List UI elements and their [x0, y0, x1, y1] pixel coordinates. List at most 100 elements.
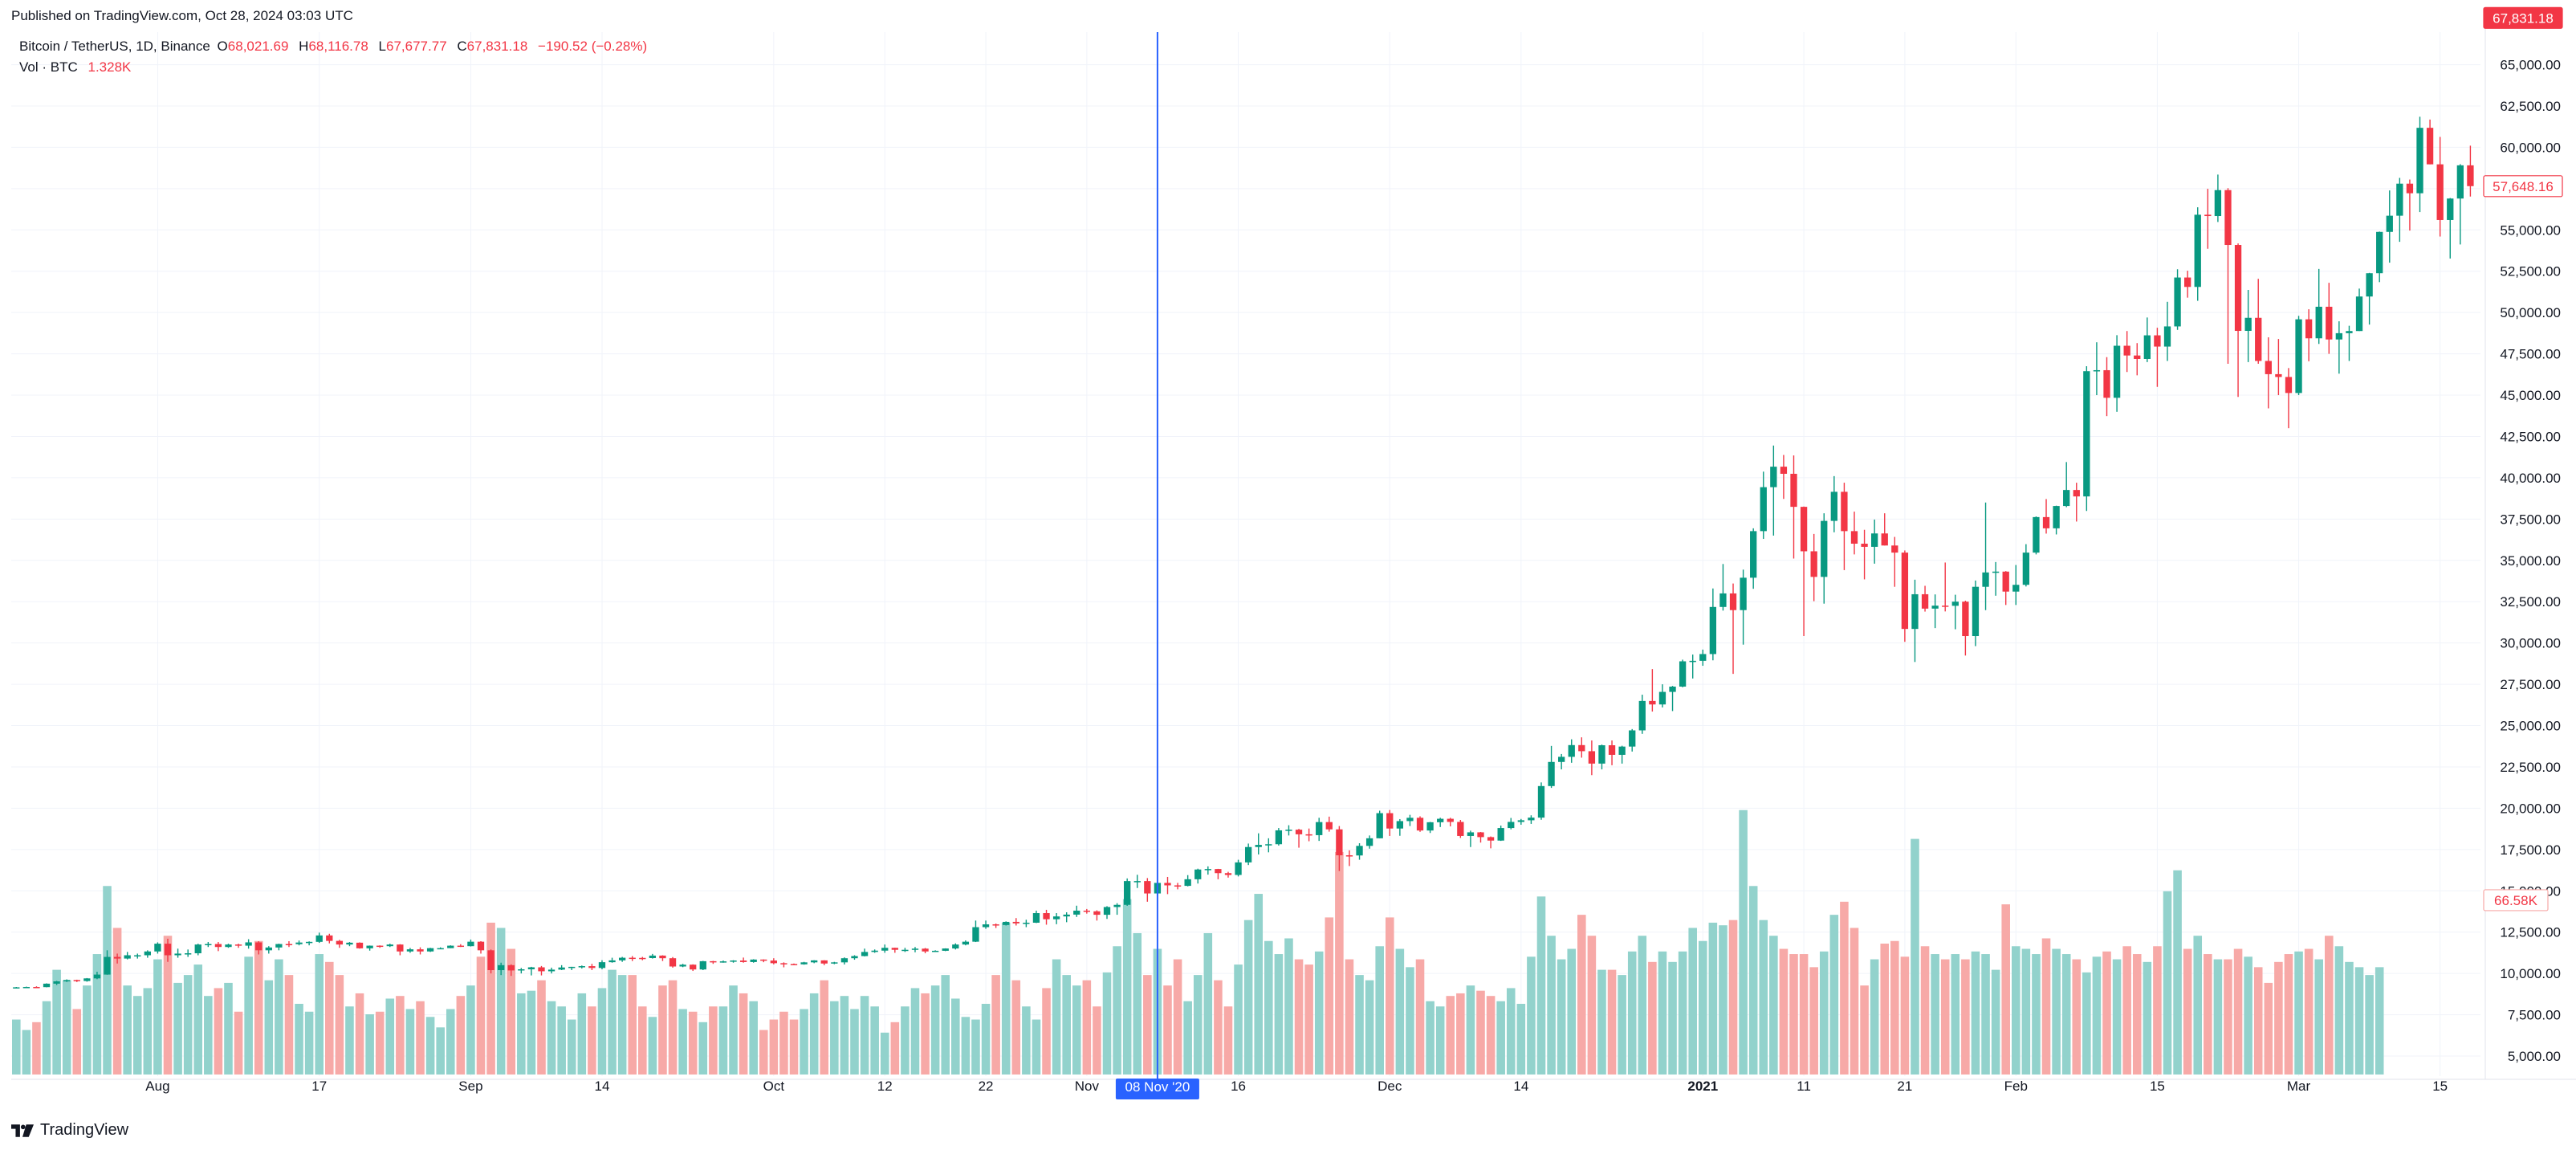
candle-body — [1386, 813, 1394, 829]
volume-bar — [254, 940, 263, 1075]
candle-body — [699, 960, 706, 970]
volume-bar — [1951, 954, 1960, 1075]
candle-body — [1224, 873, 1232, 875]
candle-body — [2376, 231, 2383, 274]
time-tick-label: Aug — [145, 1079, 169, 1094]
last-price-badge — [2483, 6, 2563, 29]
candle-body — [1477, 832, 1484, 838]
volume-bar — [1840, 901, 1849, 1075]
price-axis[interactable]: 5,000.007,500.0010,000.0012,500.0015,000… — [2500, 58, 2561, 1064]
volume-bar — [1274, 954, 1284, 1075]
volume-bar — [1042, 988, 1051, 1075]
volume-badge-label: 66.58K — [2494, 893, 2538, 908]
candle-body — [972, 927, 979, 942]
candle-body — [1709, 606, 1717, 655]
candle — [1003, 921, 1010, 926]
candle — [527, 966, 535, 976]
volume-bar — [1850, 928, 1859, 1075]
candle — [2234, 243, 2242, 398]
candle — [1992, 561, 2000, 596]
volume-bar — [941, 975, 950, 1075]
candle — [1497, 825, 1504, 842]
price-tick-label: 20,000.00 — [2500, 801, 2561, 816]
candle — [2103, 357, 2110, 417]
volume-bar — [1325, 917, 1334, 1075]
candle — [1850, 512, 1858, 555]
candle-body — [992, 924, 999, 926]
candle-body — [750, 959, 757, 962]
open-label: O — [217, 39, 228, 54]
volume-bar — [2153, 946, 2162, 1075]
volume-bar — [1739, 809, 1748, 1075]
volume-bar — [1900, 956, 1910, 1075]
candle-body — [1770, 467, 1777, 487]
candle — [1760, 471, 1767, 540]
volume-bar — [739, 993, 748, 1075]
volume-bar — [275, 959, 283, 1075]
volume-bar — [557, 1006, 566, 1075]
candle — [1557, 753, 1565, 770]
volume-bar — [840, 996, 849, 1075]
candle — [1740, 569, 1747, 645]
candle — [1891, 536, 1898, 587]
candle — [194, 944, 201, 956]
candle-body — [1750, 531, 1757, 578]
candle — [507, 964, 515, 977]
candle-body — [93, 974, 101, 979]
volume-bar — [759, 1030, 768, 1075]
volume-bar — [355, 993, 364, 1075]
tradingview-logo-icon — [11, 1123, 34, 1137]
candle-body — [2456, 165, 2464, 199]
price-tick-label: 37,500.00 — [2500, 512, 2561, 527]
candle — [1376, 810, 1383, 838]
volume-bar — [749, 1001, 758, 1075]
candle-body — [1992, 571, 2000, 573]
candle — [2416, 116, 2423, 213]
candle-body — [2416, 128, 2423, 194]
volume-bar — [284, 975, 294, 1075]
candle-body — [295, 942, 303, 944]
volume-legend[interactable]: Vol · BTC 1.328K — [19, 59, 131, 75]
candle-body — [568, 966, 576, 969]
candle-body — [426, 948, 434, 952]
candle — [1841, 483, 1848, 570]
candle — [2456, 164, 2464, 245]
candle — [1487, 836, 1495, 849]
volume-bar — [436, 1027, 445, 1075]
candle-body — [1528, 818, 1535, 821]
volume-bar — [244, 956, 253, 1075]
volume-bar — [1264, 940, 1273, 1075]
candle — [1356, 843, 1363, 860]
volume-bar — [1335, 851, 1344, 1075]
candle-body — [1316, 822, 1323, 835]
candle-body — [1962, 602, 1969, 637]
candle — [2305, 309, 2313, 361]
candle — [1184, 875, 1191, 887]
volume-bar — [1557, 959, 1566, 1075]
volume-bar — [2001, 904, 2010, 1075]
candle-body — [1760, 487, 1767, 532]
time-tick-label: 15 — [2150, 1079, 2165, 1094]
volume-bar — [597, 988, 607, 1075]
candle-body — [1517, 820, 1524, 822]
time-tick-label: 15 — [2432, 1079, 2448, 1094]
tradingview-brand[interactable]: TradingView — [11, 1121, 128, 1140]
candle — [2123, 331, 2130, 373]
volume-bar — [1577, 915, 1586, 1075]
volume-bar — [1032, 1019, 1041, 1075]
candle-body — [225, 944, 232, 948]
change-value: −190.52 (−0.28%) — [538, 39, 648, 54]
candle-body — [1719, 593, 1727, 607]
price-tick-label: 45,000.00 — [2500, 388, 2561, 403]
symbol-legend[interactable]: Bitcoin / TetherUS, 1D, Binance O68,021.… — [19, 39, 647, 55]
candle — [992, 923, 999, 928]
candle — [1124, 878, 1131, 906]
time-axis[interactable]: Aug 17 Sep 14 Oct 12 22 Nov 16 Dec 14 2021 11 21 Feb 15… — [145, 1079, 2448, 1099]
candle-body — [336, 940, 344, 945]
candle-body — [22, 987, 31, 989]
candle-body — [1618, 746, 1626, 755]
candle — [1638, 695, 1646, 734]
volume-bar — [2334, 946, 2344, 1075]
volume-bar — [153, 959, 162, 1075]
